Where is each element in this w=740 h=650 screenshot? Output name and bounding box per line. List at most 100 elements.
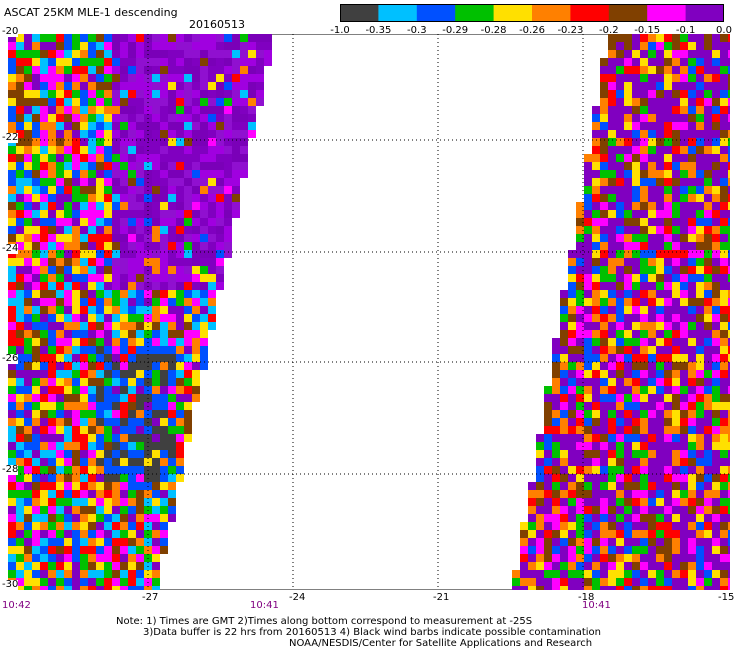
swath-cell — [728, 218, 730, 226]
swath-cell — [72, 402, 80, 410]
swath-cell — [648, 282, 656, 290]
swath-cell — [56, 378, 64, 386]
swath-cell — [584, 354, 592, 362]
swath-cell — [720, 202, 728, 210]
swath-cell — [720, 250, 728, 258]
swath-cell — [704, 170, 712, 178]
swath-cell — [720, 66, 728, 74]
swath-cell — [104, 242, 112, 250]
swath-cell — [80, 98, 88, 106]
swath-cell — [88, 146, 96, 154]
swath-cell — [104, 258, 112, 266]
swath-cell — [608, 538, 616, 546]
swath-cell — [600, 378, 608, 386]
swath-cell — [568, 522, 576, 530]
swath-cell — [216, 258, 224, 266]
swath-cell — [80, 170, 88, 178]
swath-cell — [40, 218, 48, 226]
swath-cell — [624, 570, 632, 578]
swath-cell — [80, 370, 88, 378]
swath-cell — [128, 538, 136, 546]
swath-cell — [168, 514, 176, 522]
swath-cell — [672, 458, 680, 466]
swath-cell — [696, 114, 704, 122]
swath-cell — [624, 130, 632, 138]
swath-cell — [576, 402, 584, 410]
swath-cell — [80, 154, 88, 162]
swath-cell — [32, 242, 40, 250]
swath-cell — [600, 450, 608, 458]
swath-cell — [680, 562, 688, 570]
swath-cell — [720, 554, 728, 562]
swath-cell — [704, 474, 712, 482]
swath-cell — [656, 530, 664, 538]
swath-cell — [80, 514, 88, 522]
swath-cell — [104, 274, 112, 282]
swath-cell — [656, 434, 664, 442]
swath-cell — [152, 418, 160, 426]
swath-cell — [600, 386, 608, 394]
swath-cell — [8, 346, 16, 354]
swath-cell — [600, 178, 608, 186]
swath-cell — [680, 386, 688, 394]
swath-cell — [648, 522, 656, 530]
swath-cell — [136, 314, 144, 322]
swath-cell — [32, 370, 40, 378]
swath-cell — [656, 98, 664, 106]
swath-cell — [248, 98, 256, 106]
swath-cell — [632, 442, 640, 450]
swath-cell — [624, 306, 632, 314]
swath-cell — [104, 554, 112, 562]
swath-cell — [80, 258, 88, 266]
swath-cell — [256, 74, 264, 82]
swath-cell — [128, 218, 136, 226]
swath-cell — [624, 466, 632, 474]
swath-cell — [600, 410, 608, 418]
swath-cell — [56, 514, 64, 522]
swath-cell — [560, 370, 568, 378]
swath-cell — [88, 506, 96, 514]
swath-cell — [632, 234, 640, 242]
swath-cell — [56, 362, 64, 370]
swath-cell — [104, 466, 112, 474]
swath-cell — [712, 442, 720, 450]
swath-cell — [608, 362, 616, 370]
swath-cell — [40, 106, 48, 114]
swath-cell — [688, 426, 696, 434]
swath-cell — [96, 554, 104, 562]
swath-cell — [712, 418, 720, 426]
swath-cell — [224, 178, 232, 186]
colorbar-segment — [455, 4, 495, 22]
swath-cell — [632, 210, 640, 218]
swath-cell — [56, 330, 64, 338]
swath-cell — [120, 346, 128, 354]
swath-cell — [72, 506, 80, 514]
swath-cell — [128, 298, 136, 306]
swath-cell — [672, 178, 680, 186]
swath-cell — [600, 82, 608, 90]
swath-cell — [544, 538, 552, 546]
swath-cell — [88, 426, 96, 434]
swath-cell — [160, 34, 168, 42]
swath-cell — [40, 258, 48, 266]
swath-cell — [112, 218, 120, 226]
swath-cell — [112, 442, 120, 450]
swath-cell — [96, 354, 104, 362]
swath-cell — [208, 202, 216, 210]
colorbar-segment — [493, 4, 533, 22]
swath-cell — [616, 498, 624, 506]
swath-cell — [656, 402, 664, 410]
swath-cell — [704, 146, 712, 154]
swath-cell — [184, 130, 192, 138]
swath-cell — [192, 34, 200, 42]
swath-cell — [720, 282, 728, 290]
swath-cell — [112, 538, 120, 546]
swath-cell — [632, 90, 640, 98]
swath-cell — [688, 338, 696, 346]
swath-cell — [720, 170, 728, 178]
swath-cell — [8, 458, 16, 466]
swath-cell — [696, 58, 704, 66]
swath-cell — [672, 538, 680, 546]
swath-cell — [584, 274, 592, 282]
swath-cell — [728, 130, 730, 138]
